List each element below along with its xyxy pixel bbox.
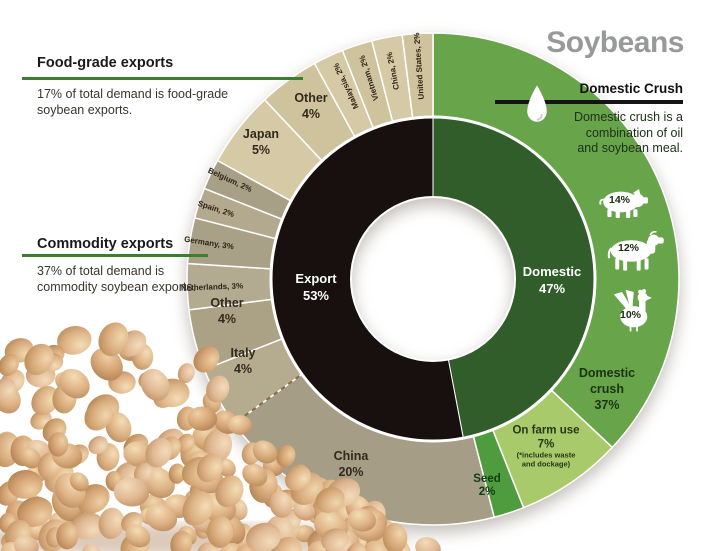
food-grade-heading: Food-grade exports [37,55,174,71]
inner-ring-label-domestic: Domestic 47% [522,264,582,296]
page-title: Soybeans [546,26,684,59]
commodity-heading: Commodity exports [37,236,174,252]
domestic-crush-body: Domestic crush is a combination of oil a… [573,110,683,155]
segment-label-domestic-crush: Domestic crush 37% [578,366,636,412]
segment-label-japan: Japan 5% [242,127,280,157]
segment-label-china-commodity: China 20% [333,449,369,479]
segment-label-seed: Seed 2% [473,473,501,498]
segment-label-italy: Italy 4% [230,346,256,376]
oil-droplet-icon [527,85,547,122]
commodity-underline [22,254,208,257]
chicken-pct: 10% [620,309,642,321]
food-grade-underline [22,77,303,80]
food-grade-body: 17% of total demand is food-grade soybea… [37,87,229,117]
chicken-icon: 10% [611,285,653,332]
segment-label-other-commodity: Other 4% [210,296,244,326]
segment-label-on-farm-use: On farm use 7% (*includes waste and dockage… [512,424,580,468]
cow-icon: 12% [604,231,666,272]
commodity-body: 37% of total demand is commodity soybean… [37,264,197,294]
inner-ring-label-export: Export 53% [295,271,337,303]
pig-pct: 14% [609,194,631,206]
cow-pct: 12% [618,242,640,254]
ring-separator [350,196,516,362]
domestic-crush-underline [495,100,683,104]
domestic-crush-heading: Domestic Crush [579,81,683,96]
segment-label-other-food: Other 4% [294,91,328,121]
pig-icon: 14% [597,186,651,220]
ring-separator [269,115,597,443]
